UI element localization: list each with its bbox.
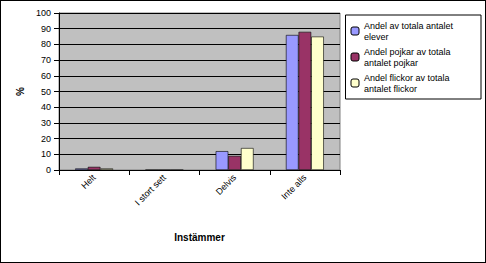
svg-text:90: 90 <box>41 24 51 34</box>
svg-text:100: 100 <box>36 8 51 18</box>
svg-text:70: 70 <box>41 55 51 65</box>
svg-text:20: 20 <box>41 134 51 144</box>
svg-text:30: 30 <box>41 118 51 128</box>
svg-text:Andel av totala antalet: Andel av totala antalet <box>364 21 456 31</box>
svg-text:Inte alls: Inte alls <box>279 172 308 201</box>
svg-text:Instämmer: Instämmer <box>174 232 225 243</box>
svg-text:antalet flickor: antalet flickor <box>364 84 417 94</box>
svg-text:Andel pojkar av totala: Andel pojkar av totala <box>364 47 453 57</box>
svg-text:10: 10 <box>41 149 51 159</box>
svg-text:Helt: Helt <box>79 172 98 191</box>
svg-text:I stort sett: I stort sett <box>133 172 168 207</box>
svg-text:80: 80 <box>41 39 51 49</box>
svg-text:40: 40 <box>41 102 51 112</box>
svg-text:0: 0 <box>46 165 51 175</box>
svg-text:50: 50 <box>41 87 51 97</box>
svg-text:Delvis: Delvis <box>214 172 239 197</box>
svg-text:%: % <box>15 87 26 96</box>
svg-text:elever: elever <box>364 32 389 42</box>
svg-text:60: 60 <box>41 71 51 81</box>
svg-text:antalet pojkar: antalet pojkar <box>364 58 418 68</box>
svg-text:Andel flickor av totala: Andel flickor av totala <box>364 73 452 83</box>
